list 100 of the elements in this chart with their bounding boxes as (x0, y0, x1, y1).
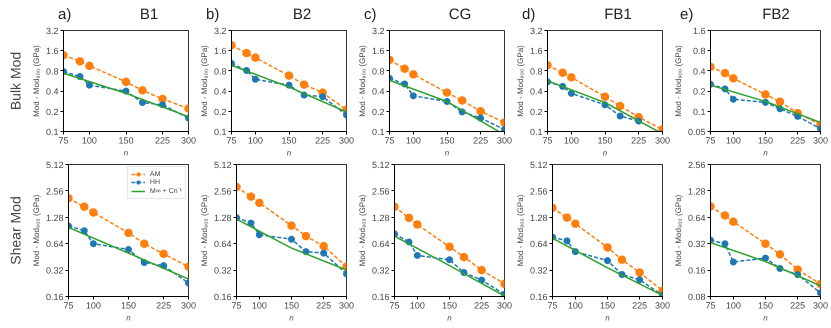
x-tick-label: 150 (442, 300, 458, 310)
x-tick-label: 225 (632, 300, 648, 310)
x-axis-title: n (602, 148, 608, 158)
chart-title: B1 (138, 5, 160, 25)
x-tick-label: 225 (473, 136, 488, 146)
x-tick-label: 300 (654, 136, 670, 146)
x-tick-label: 75 (705, 300, 716, 310)
y-tick-label: 0.32 (688, 239, 706, 250)
x-tick-label: 300 (338, 136, 354, 146)
x-tick-label: 225 (155, 136, 170, 146)
x-tick-label: 100 (564, 136, 579, 146)
x-tick-label: 225 (790, 300, 806, 310)
y-tick-label: 0.16 (688, 266, 706, 276)
y-tick-label: 0.08 (688, 292, 706, 302)
y-tick-label: 0.8 (372, 66, 385, 76)
x-tick-label: 100 (248, 136, 263, 146)
y-tick-label: 0.16 (46, 292, 64, 302)
text: Shear Mod (8, 196, 24, 265)
x-tick-label: 300 (180, 136, 196, 146)
y-tick-label: 0.2 (372, 106, 385, 117)
x-axis-title: n (763, 148, 768, 158)
y-tick-label: 0.1 (46, 127, 59, 137)
y-tick-label: 0.64 (46, 239, 64, 250)
x-tick-label: 100 (726, 136, 741, 146)
y-axis-title: Mod - Mod₉₀₀ (GPa) (674, 194, 683, 266)
y-tick-label: 5.12 (530, 160, 548, 170)
y-tick-label: 1.28 (372, 212, 390, 223)
y-axis-title: Mod - Mod₉₀₀ (GPa) (674, 44, 683, 117)
x-tick-label: 300 (654, 300, 670, 310)
x-tick-label: 100 (406, 136, 421, 146)
chart-title: FB2 (761, 5, 791, 25)
x-tick-label: 75 (63, 300, 74, 310)
y-tick-label: 0.32 (46, 266, 64, 276)
y-tick-label: 5.12 (214, 160, 232, 170)
y-tick-label: 0.4 (46, 86, 59, 97)
x-tick-label: 150 (600, 300, 616, 310)
y-tick-label: 0.2 (530, 106, 543, 117)
y-tick-label: 0.4 (530, 86, 543, 97)
y-axis-title: Mod - Mod₉₀₀ (GPa) (516, 44, 525, 117)
x-axis-title: n (126, 314, 132, 322)
text: b) (206, 5, 220, 25)
y-axis-title: Mod - Mod₉₀₀ (GPa) (200, 194, 209, 266)
x-tick-label: 100 (568, 300, 583, 310)
y-tick-label: 5.12 (46, 160, 64, 170)
y-tick-label: 0.2 (692, 86, 706, 97)
y-tick-label: 1.6 (46, 46, 59, 56)
y-tick-label: 2.56 (372, 186, 390, 196)
x-tick-label: 300 (496, 300, 512, 310)
y-tick-label: 0.32 (214, 266, 232, 276)
y-tick-label: 0.2 (46, 106, 59, 117)
y-tick-label: 0.64 (530, 239, 548, 250)
y-tick-label: 0.64 (372, 239, 390, 250)
text: Bulk Mod (8, 52, 24, 110)
x-tick-label: 100 (726, 300, 741, 310)
y-tick-label: 0.32 (530, 266, 548, 276)
x-tick-label: 75 (384, 136, 395, 146)
chart-title: FB1 (603, 5, 633, 25)
y-tick-label: 0.8 (692, 46, 706, 56)
x-tick-label: 150 (120, 300, 136, 310)
y-tick-label: 3.2 (46, 26, 59, 36)
y-tick-label: 0.64 (688, 212, 706, 223)
y-tick-label: 0.16 (372, 292, 390, 302)
y-tick-label: 0.2 (214, 106, 227, 117)
x-tick-label: 75 (231, 300, 242, 310)
y-tick-label: 0.4 (692, 66, 706, 76)
x-tick-label: 100 (252, 300, 267, 310)
x-tick-label: 225 (316, 300, 332, 310)
y-tick-label: 0.4 (214, 86, 227, 97)
x-tick-label: 300 (812, 300, 828, 310)
x-tick-label: 225 (474, 300, 490, 310)
y-tick-label: 1.28 (688, 186, 706, 196)
x-tick-label: 75 (389, 300, 400, 310)
x-tick-label: 75 (547, 300, 558, 310)
y-tick-label: 1.28 (530, 212, 548, 223)
y-axis-title: Mod - Mod₉₀₀ (GPa) (358, 44, 367, 117)
y-tick-label: 1.6 (372, 46, 385, 56)
y-tick-label: 0.1 (692, 106, 706, 117)
y-tick-label: 0.8 (530, 66, 543, 76)
x-tick-label: 300 (180, 300, 196, 310)
x-tick-label: 75 (542, 136, 553, 146)
y-axis-title: Mod - Mod₉₀₀ (GPa) (358, 194, 367, 266)
y-tick-label: 3.2 (530, 26, 543, 36)
y-axis-title: Mod - Mod₉₀₀ (GPa) (200, 44, 209, 117)
y-tick-label: 1.28 (214, 212, 232, 223)
text: c) (364, 5, 376, 25)
x-tick-label: 225 (790, 136, 806, 146)
x-tick-label: 75 (58, 136, 69, 146)
x-tick-label: 225 (156, 300, 172, 310)
y-tick-label: 0.1 (530, 127, 543, 137)
y-tick-label: 1.6 (530, 46, 543, 56)
x-tick-label: 75 (226, 136, 237, 146)
y-axis-title: Mod - Mod₉₀₀ (GPa) (32, 194, 41, 266)
y-tick-label: 5.12 (372, 160, 390, 170)
y-tick-label: 2.56 (214, 186, 232, 196)
x-tick-label: 150 (439, 136, 455, 146)
y-axis-title: Mod - Mod₉₀₀ (GPa) (32, 44, 41, 117)
y-tick-label: 0.4 (372, 86, 385, 97)
x-tick-label: 150 (118, 136, 134, 146)
y-tick-label: 0.8 (214, 66, 227, 76)
text: d) (522, 5, 536, 25)
